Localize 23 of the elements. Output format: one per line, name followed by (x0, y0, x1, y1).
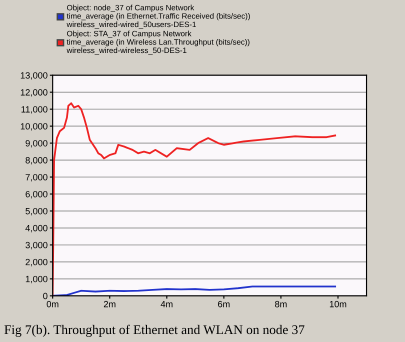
y-tick-label: 0 (43, 292, 48, 300)
y-tick-label: 8,000 (26, 157, 48, 165)
y-tick-label: 12,000 (20, 89, 48, 97)
y-tick-label: 3,000 (26, 242, 48, 250)
y-tick-label: 1,000 (26, 276, 48, 284)
y-tick-label: 10,000 (20, 123, 48, 131)
x-tick-label: 10m (330, 300, 346, 308)
y-tick-label: 9,000 (26, 140, 48, 148)
x-tick-label: 8m (275, 300, 287, 308)
y-tick-label: 2,000 (26, 258, 48, 266)
x-tick-label: 4m (160, 301, 172, 308)
y-tick-label: 13,000 (20, 72, 48, 80)
y-tick-label: 6,000 (26, 190, 48, 198)
y-tick-label: 11,000 (22, 106, 48, 114)
x-tick-label: 2m (104, 300, 116, 308)
y-tick-label: 4,000 (25, 224, 48, 232)
caption: Fig 7(b). Throughput of Ethernet and WLAN on node 37 (4, 324, 304, 337)
y-tick-label: 7,000 (26, 174, 48, 182)
line-series (52, 102, 336, 296)
y-tick-label: 5,000 (26, 208, 48, 216)
line-series (52, 286, 336, 296)
x-tick-label: 6m (218, 300, 230, 308)
x-tick-label: 0m (46, 300, 58, 308)
